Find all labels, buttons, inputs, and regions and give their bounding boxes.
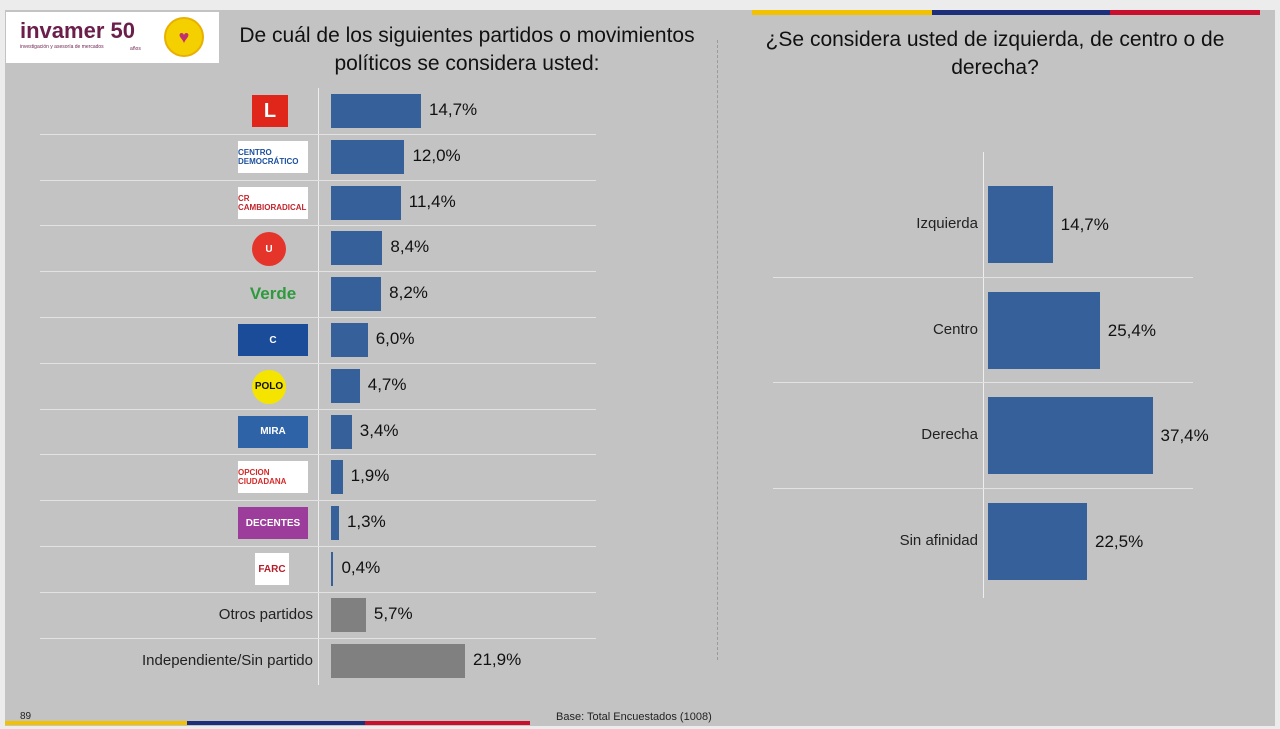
row-separator: [40, 225, 596, 227]
row-separator: [40, 317, 596, 318]
brand-years: años: [130, 46, 141, 52]
category-label: Izquierda: [916, 215, 978, 232]
bottom-stripe-blue: [187, 721, 365, 725]
party-logo-6: POLO: [252, 369, 286, 404]
bar: [331, 323, 368, 357]
value-label: 8,2%: [389, 283, 428, 303]
row-separator: [773, 276, 1193, 278]
slide-number: 89: [20, 711, 32, 722]
value-label: 3,4%: [359, 420, 399, 440]
value-label: 5,7%: [373, 603, 413, 623]
bar: [331, 277, 382, 312]
row-separator: [40, 500, 596, 502]
row-separator: [40, 179, 596, 181]
left-axis: [318, 88, 319, 685]
bar: [331, 139, 405, 174]
party-logo-4: Verde: [249, 284, 297, 304]
right-chart-title: ¿Se considera usted de izquierda, de cen…: [765, 28, 1225, 79]
party-logo-10: FARC: [255, 553, 289, 585]
party-logo-3: U: [252, 232, 286, 267]
row-separator: [40, 133, 596, 135]
party-logo-5: C: [238, 324, 308, 356]
bar: [988, 397, 1153, 474]
row-separator: [40, 591, 596, 593]
row-separator: [40, 408, 596, 410]
value-label: 12,0%: [412, 145, 461, 165]
bar: [331, 460, 343, 495]
value-label: 14,7%: [1060, 215, 1109, 234]
value-label: 21,9%: [473, 649, 522, 669]
seal-icon: ♥: [164, 17, 204, 57]
category-label: Otros partidos: [218, 605, 313, 623]
right-axis: [983, 152, 984, 598]
bar: [331, 414, 352, 449]
bar: [331, 185, 401, 220]
top-stripe-yellow: [752, 10, 932, 15]
party-logo-9: DECENTES: [238, 507, 308, 540]
bar: [331, 597, 366, 632]
bar: [988, 291, 1100, 369]
brand-logo: invamer 50 investigación y asesoría de m…: [6, 12, 219, 63]
category-label: Independiente/Sin partido: [142, 651, 313, 669]
bar: [331, 506, 339, 541]
top-stripe-blue: [932, 10, 1110, 15]
row-separator: [40, 271, 596, 273]
top-stripe-red: [1110, 10, 1260, 15]
bar: [331, 231, 383, 266]
row-separator: [40, 637, 596, 639]
value-label: 22,5%: [1095, 531, 1144, 551]
category-label: Derecha: [921, 426, 978, 443]
value-label: 8,4%: [390, 237, 430, 257]
category-label: Centro: [932, 320, 978, 338]
value-label: 37,4%: [1160, 426, 1209, 445]
value-label: 14,7%: [428, 100, 478, 119]
value-label: 11,4%: [408, 191, 456, 211]
value-label: 4,7%: [367, 374, 407, 394]
party-logo-1: CENTRO DEMOCRÁTICO: [238, 140, 308, 173]
divider: [717, 40, 718, 660]
value-label: 0,4%: [341, 558, 381, 577]
row-separator: [40, 362, 596, 364]
row-separator: [40, 546, 596, 547]
bar: [331, 643, 466, 678]
row-separator: [773, 382, 1193, 383]
value-label: 25,4%: [1107, 320, 1156, 340]
bar: [331, 94, 421, 128]
bar: [988, 502, 1087, 580]
value-label: 6,0%: [375, 329, 415, 348]
footer-base: Base: Total Encuestados (1008): [556, 711, 712, 723]
party-logo-2: CR CAMBIORADICAL: [238, 186, 308, 219]
value-label: 1,3%: [346, 512, 386, 532]
brand-logo-subtext: investigación y asesoría de mercados: [20, 44, 104, 50]
value-label: 1,9%: [350, 466, 390, 486]
party-logo-8: OPCION CIUDADANA: [238, 461, 308, 494]
bottom-stripe-red: [365, 721, 530, 725]
row-separator: [773, 487, 1193, 489]
party-logo-0: L: [252, 95, 288, 127]
brand-logo-text: invamer 50: [20, 18, 135, 43]
category-label: Sin afinidad: [899, 531, 978, 549]
bottom-stripe-yellow: [5, 721, 187, 725]
party-logo-7: MIRA: [238, 415, 308, 448]
bar: [331, 368, 360, 403]
row-separator: [40, 454, 596, 456]
left-chart-title: De cuál de los siguientes partidos o mov…: [239, 24, 695, 75]
bar: [331, 552, 334, 586]
bar: [988, 186, 1053, 263]
